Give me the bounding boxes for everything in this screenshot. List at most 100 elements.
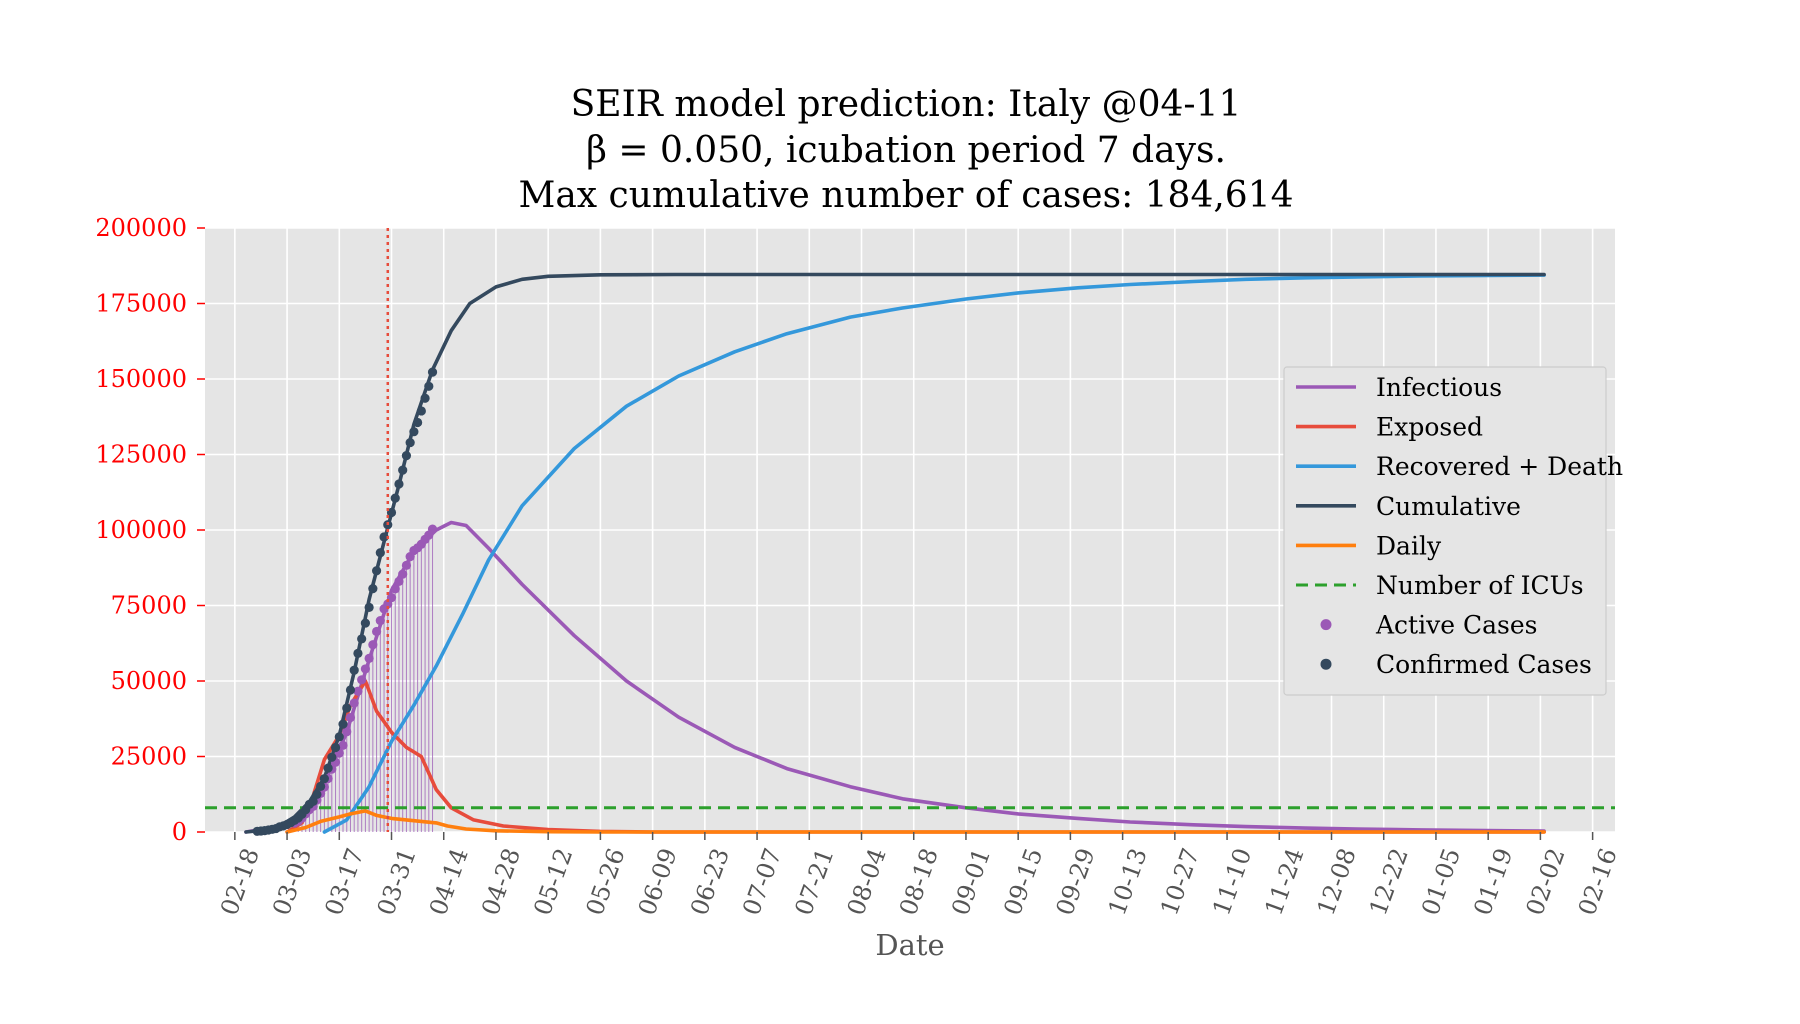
- legend-items: Infectious Exposed Recovered + Death Cumula…: [1296, 373, 1623, 679]
- x-tick-label: 05-12: [528, 844, 578, 919]
- active-cases-point: [401, 560, 412, 570]
- active-cases-point: [360, 664, 370, 674]
- y-tick-label: 175000: [95, 290, 187, 318]
- x-tick-label: 08-18: [894, 844, 944, 919]
- legend-label-recovered-death: Recovered + Death: [1376, 452, 1623, 481]
- x-tick-label: 12-08: [1312, 844, 1362, 919]
- x-tick-label: 07-21: [789, 844, 839, 919]
- x-tick-label: 11-10: [1207, 844, 1257, 919]
- confirmed-cases-point: [334, 732, 344, 742]
- legend-label-daily: Daily: [1376, 531, 1442, 560]
- confirmed-cases-point: [330, 742, 341, 753]
- y-axis: 0 25000 50000 75000 100000 125000 150000 175000…: [95, 214, 205, 846]
- legend-label-exposed: Exposed: [1376, 413, 1483, 442]
- y-tick-label: 50000: [111, 667, 187, 695]
- active-cases-point: [386, 593, 397, 603]
- confirmed-cases-point: [379, 532, 389, 542]
- active-cases-point: [345, 712, 356, 723]
- x-tick-label: 01-05: [1416, 844, 1466, 919]
- confirmed-cases-point: [357, 634, 367, 644]
- legend-label-active-cases: Active Cases: [1375, 611, 1537, 640]
- active-cases-point: [364, 653, 374, 663]
- x-tick-label: 12-22: [1364, 844, 1414, 919]
- x-tick-label: 07-07: [737, 844, 787, 919]
- x-tick-label: 06-09: [633, 844, 683, 919]
- active-cases-point: [349, 698, 359, 708]
- legend-label-number-of-icus: Number of ICUs: [1376, 571, 1584, 600]
- x-tick-label: 09-29: [1051, 844, 1101, 919]
- active-cases-point: [353, 686, 363, 696]
- active-cases-point: [342, 727, 352, 737]
- x-tick-label: 02-16: [1573, 844, 1623, 919]
- legend-box: [1283, 366, 1607, 696]
- confirmed-cases-point: [401, 451, 412, 461]
- x-tick-label: 10-27: [1155, 844, 1205, 919]
- x-tick-label: 09-01: [946, 844, 996, 919]
- confirmed-cases-point: [398, 465, 408, 475]
- active-cases-point: [398, 569, 408, 579]
- exposed-line: [285, 679, 1546, 834]
- x-tick-label: 03-17: [319, 844, 369, 919]
- x-axis: 02-18 03-03 03-17 03-31 04-14 04-28 05-12 05-26…: [215, 832, 1623, 919]
- confirmed-cases-point: [323, 763, 333, 773]
- confirmed-cases-point: [424, 381, 434, 391]
- y-tick-label: 0: [172, 818, 187, 846]
- legend-label-confirmed-cases: Confirmed Cases: [1376, 650, 1592, 679]
- x-tick-label: 10-13: [1103, 844, 1153, 919]
- y-tick-label: 200000: [95, 214, 187, 242]
- confirmed-cases-point: [342, 703, 352, 713]
- x-tick-label: 02-02: [1521, 844, 1571, 919]
- series-markers: [252, 367, 438, 836]
- legend-label-infectious: Infectious: [1376, 373, 1502, 402]
- y-tick-label: 25000: [111, 743, 187, 771]
- x-tick-label: 01-19: [1468, 844, 1518, 919]
- daily-line: [285, 809, 1546, 834]
- legend-label-cumulative: Cumulative: [1376, 492, 1521, 521]
- x-tick-label: 11-24: [1259, 844, 1309, 919]
- confirmed-cases-point: [319, 774, 329, 784]
- active-cases-point: [394, 576, 404, 586]
- title-line-2: β = 0.050, icubation period 7 days.: [586, 130, 1226, 171]
- confirmed-cases-point: [386, 507, 397, 518]
- confirmed-cases-point: [394, 479, 404, 489]
- confirmed-cases-point: [416, 406, 426, 416]
- active-cases-point: [357, 675, 367, 685]
- confirmed-cases-point: [375, 548, 385, 558]
- active-cases-point: [338, 740, 348, 750]
- x-tick-label: 03-03: [267, 844, 317, 919]
- x-tick-label: 02-18: [215, 844, 265, 919]
- y-tick-label: 100000: [95, 516, 187, 544]
- active-cases-point: [427, 524, 438, 534]
- confirmed-cases-point: [409, 427, 419, 437]
- x-tick-label: 03-31: [372, 844, 422, 919]
- x-tick-label: 04-14: [424, 844, 474, 919]
- confirmed-cases-point: [371, 566, 382, 576]
- y-tick-label: 75000: [111, 592, 187, 620]
- confirmed-cases-point: [345, 685, 356, 695]
- confirmed-cases-point: [312, 789, 322, 799]
- x-tick-label: 06-23: [685, 844, 735, 919]
- confirmed-cases-point: [368, 584, 378, 594]
- y-tick-label: 150000: [95, 365, 187, 393]
- y-tick-label: 125000: [95, 441, 187, 469]
- confirmed-cases-point: [405, 437, 415, 448]
- confirmed-cases-point: [360, 618, 370, 628]
- active-cases-point: [371, 626, 382, 637]
- confirmed-cases-point: [390, 493, 400, 503]
- x-tick-label: 05-26: [581, 844, 631, 919]
- confirmed-cases-point: [353, 648, 363, 658]
- active-cases-point: [390, 584, 400, 594]
- confirmed-cases-point: [413, 417, 423, 428]
- x-tick-label: 08-04: [842, 844, 892, 919]
- chart-title: SEIR model prediction: Italy @04-11 β = …: [518, 84, 1293, 216]
- active-cases-point: [375, 616, 385, 626]
- recovered-death-line: [322, 273, 1546, 834]
- active-cases-point: [368, 640, 378, 650]
- x-axis-label: Date: [875, 928, 944, 962]
- confirmed-cases-point: [327, 752, 337, 762]
- confirmed-cases-point: [420, 393, 430, 403]
- legend: Infectious Exposed Recovered + Death Cumula…: [1283, 366, 1623, 696]
- confirmed-cases-point: [364, 602, 374, 612]
- confirmed-cases-point: [349, 665, 359, 675]
